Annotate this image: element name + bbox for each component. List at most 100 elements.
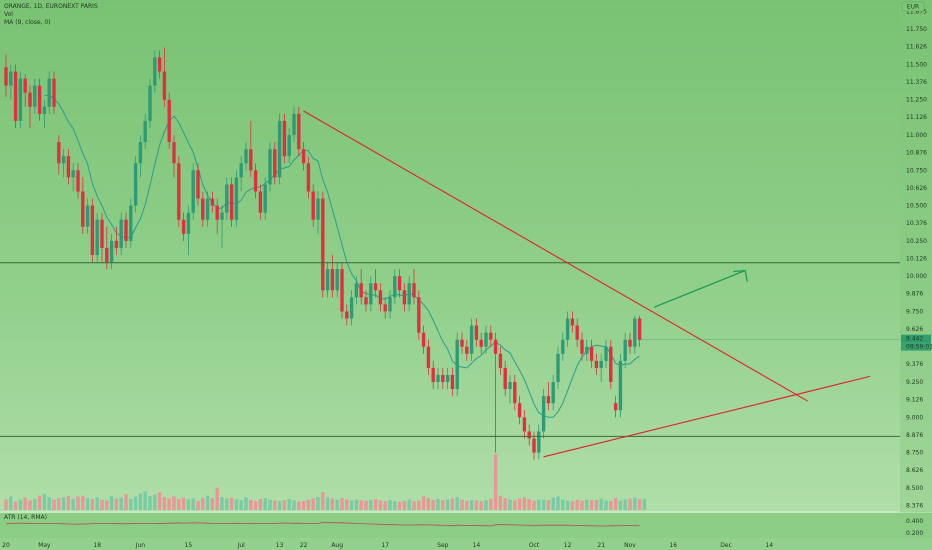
candle-body	[479, 339, 483, 347]
candle-body	[66, 156, 71, 178]
candle-body	[421, 332, 426, 347]
candle-body	[431, 367, 435, 383]
candle-body	[23, 78, 27, 93]
volume-bar	[402, 500, 407, 510]
candle-body	[388, 297, 392, 312]
volume-bar	[565, 500, 570, 510]
price-tick-label: 8.750	[906, 450, 923, 457]
candle-body	[364, 297, 368, 305]
candle-body	[258, 191, 263, 213]
candle-body	[234, 177, 239, 220]
candle-body	[369, 283, 373, 305]
candle-body	[297, 113, 301, 150]
price-tick-label: 10.500	[906, 203, 927, 210]
volume-bar	[604, 500, 608, 510]
volume-bar	[18, 499, 23, 510]
volume-bar	[421, 496, 426, 510]
time-tick-label: 15	[185, 542, 193, 549]
volume-bar	[498, 495, 503, 510]
candle-body	[407, 283, 411, 305]
candle-body	[373, 283, 378, 291]
volume-bar	[201, 497, 205, 510]
volume-bar	[359, 500, 363, 510]
candle-body	[13, 71, 18, 121]
candle-body	[210, 198, 215, 206]
volume-bar	[527, 499, 531, 510]
volume-bar	[508, 499, 512, 510]
candle-body	[503, 367, 507, 390]
time-tick-label: 18	[93, 542, 101, 549]
volume-bar	[397, 501, 402, 510]
volume-bar	[431, 499, 435, 510]
volume-bar	[47, 497, 51, 510]
currency-label: EUR	[907, 4, 919, 11]
candle-body	[604, 346, 608, 361]
candle-body	[412, 283, 416, 298]
volume-bar	[493, 454, 498, 510]
candle-body	[589, 346, 594, 361]
candle-body	[263, 184, 267, 213]
volume-bar	[186, 499, 191, 510]
candles-layer	[4, 47, 642, 460]
price-tick-label: 9.250	[906, 379, 923, 386]
volume-bar	[234, 499, 239, 510]
volume-bar	[378, 500, 383, 510]
candle-body	[359, 283, 363, 298]
candle-body	[244, 149, 248, 164]
volume-bar	[417, 500, 421, 510]
time-tick-label: Dec	[720, 542, 732, 549]
candle-body	[124, 219, 128, 241]
candle-body	[537, 431, 541, 453]
candle-body	[426, 346, 431, 368]
candle-body	[383, 304, 387, 312]
candle-body	[71, 170, 75, 178]
candle-body	[172, 142, 176, 164]
candle-body	[167, 99, 171, 143]
volume-bar	[172, 496, 176, 510]
currency-badge[interactable]	[901, 1, 925, 12]
candle-body	[455, 339, 459, 390]
candle-body	[349, 297, 354, 319]
price-tick-label: 11.875	[906, 9, 927, 16]
volume-bar	[4, 499, 8, 510]
time-tick-label: 13	[276, 542, 284, 549]
candle-body	[18, 78, 23, 121]
volume-bar	[177, 499, 181, 510]
volume-bar	[100, 499, 104, 510]
volume-bar	[460, 499, 464, 510]
volume-bar	[517, 498, 522, 510]
candle-body	[556, 353, 560, 383]
candle-body	[47, 78, 51, 107]
candle-body	[354, 283, 359, 298]
ma-legend: MA (9, close, 0)	[4, 19, 51, 26]
volume-bar	[268, 499, 272, 510]
candle-body	[196, 170, 200, 199]
candle-body	[325, 269, 330, 291]
volume-bar	[316, 497, 320, 510]
volume-bar	[450, 498, 455, 510]
candle-body	[52, 78, 56, 107]
time-tick-label: 17	[381, 542, 389, 549]
candle-body	[594, 360, 599, 368]
volume-bar	[335, 499, 339, 510]
time-tick-label: 14	[765, 542, 773, 549]
candle-body	[95, 219, 99, 255]
volume-bar	[205, 495, 210, 510]
volume-bar	[623, 499, 627, 510]
candle-body	[340, 269, 344, 312]
candle-body	[508, 382, 512, 390]
volume-bar	[124, 494, 128, 510]
candle-body	[186, 212, 191, 234]
candle-body	[527, 431, 531, 439]
price-tick-label: 11.250	[906, 97, 927, 104]
symbol-title: ORANGE, 1D, EURONEXT PARIS	[4, 3, 98, 10]
candle-body	[551, 382, 555, 404]
candle-body	[105, 247, 109, 263]
volume-bar	[273, 500, 277, 510]
volume-bar	[52, 499, 56, 510]
volume-bar	[105, 500, 109, 510]
candle-body	[292, 113, 296, 136]
volume-bar	[532, 500, 536, 510]
candle-body	[229, 184, 234, 220]
candle-body	[445, 374, 450, 383]
